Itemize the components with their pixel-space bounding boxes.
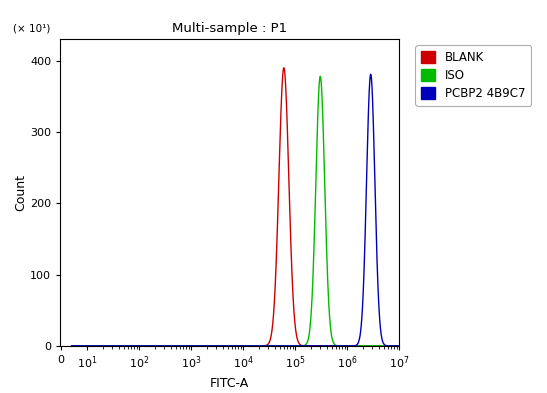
X-axis label: FITC-A: FITC-A <box>210 377 249 390</box>
Text: (× 10¹): (× 10¹) <box>13 23 50 33</box>
Legend: BLANK, ISO, PCBP2 4B9C7: BLANK, ISO, PCBP2 4B9C7 <box>415 45 531 106</box>
Y-axis label: Count: Count <box>14 174 27 211</box>
Title: Multi-sample : P1: Multi-sample : P1 <box>172 22 287 35</box>
